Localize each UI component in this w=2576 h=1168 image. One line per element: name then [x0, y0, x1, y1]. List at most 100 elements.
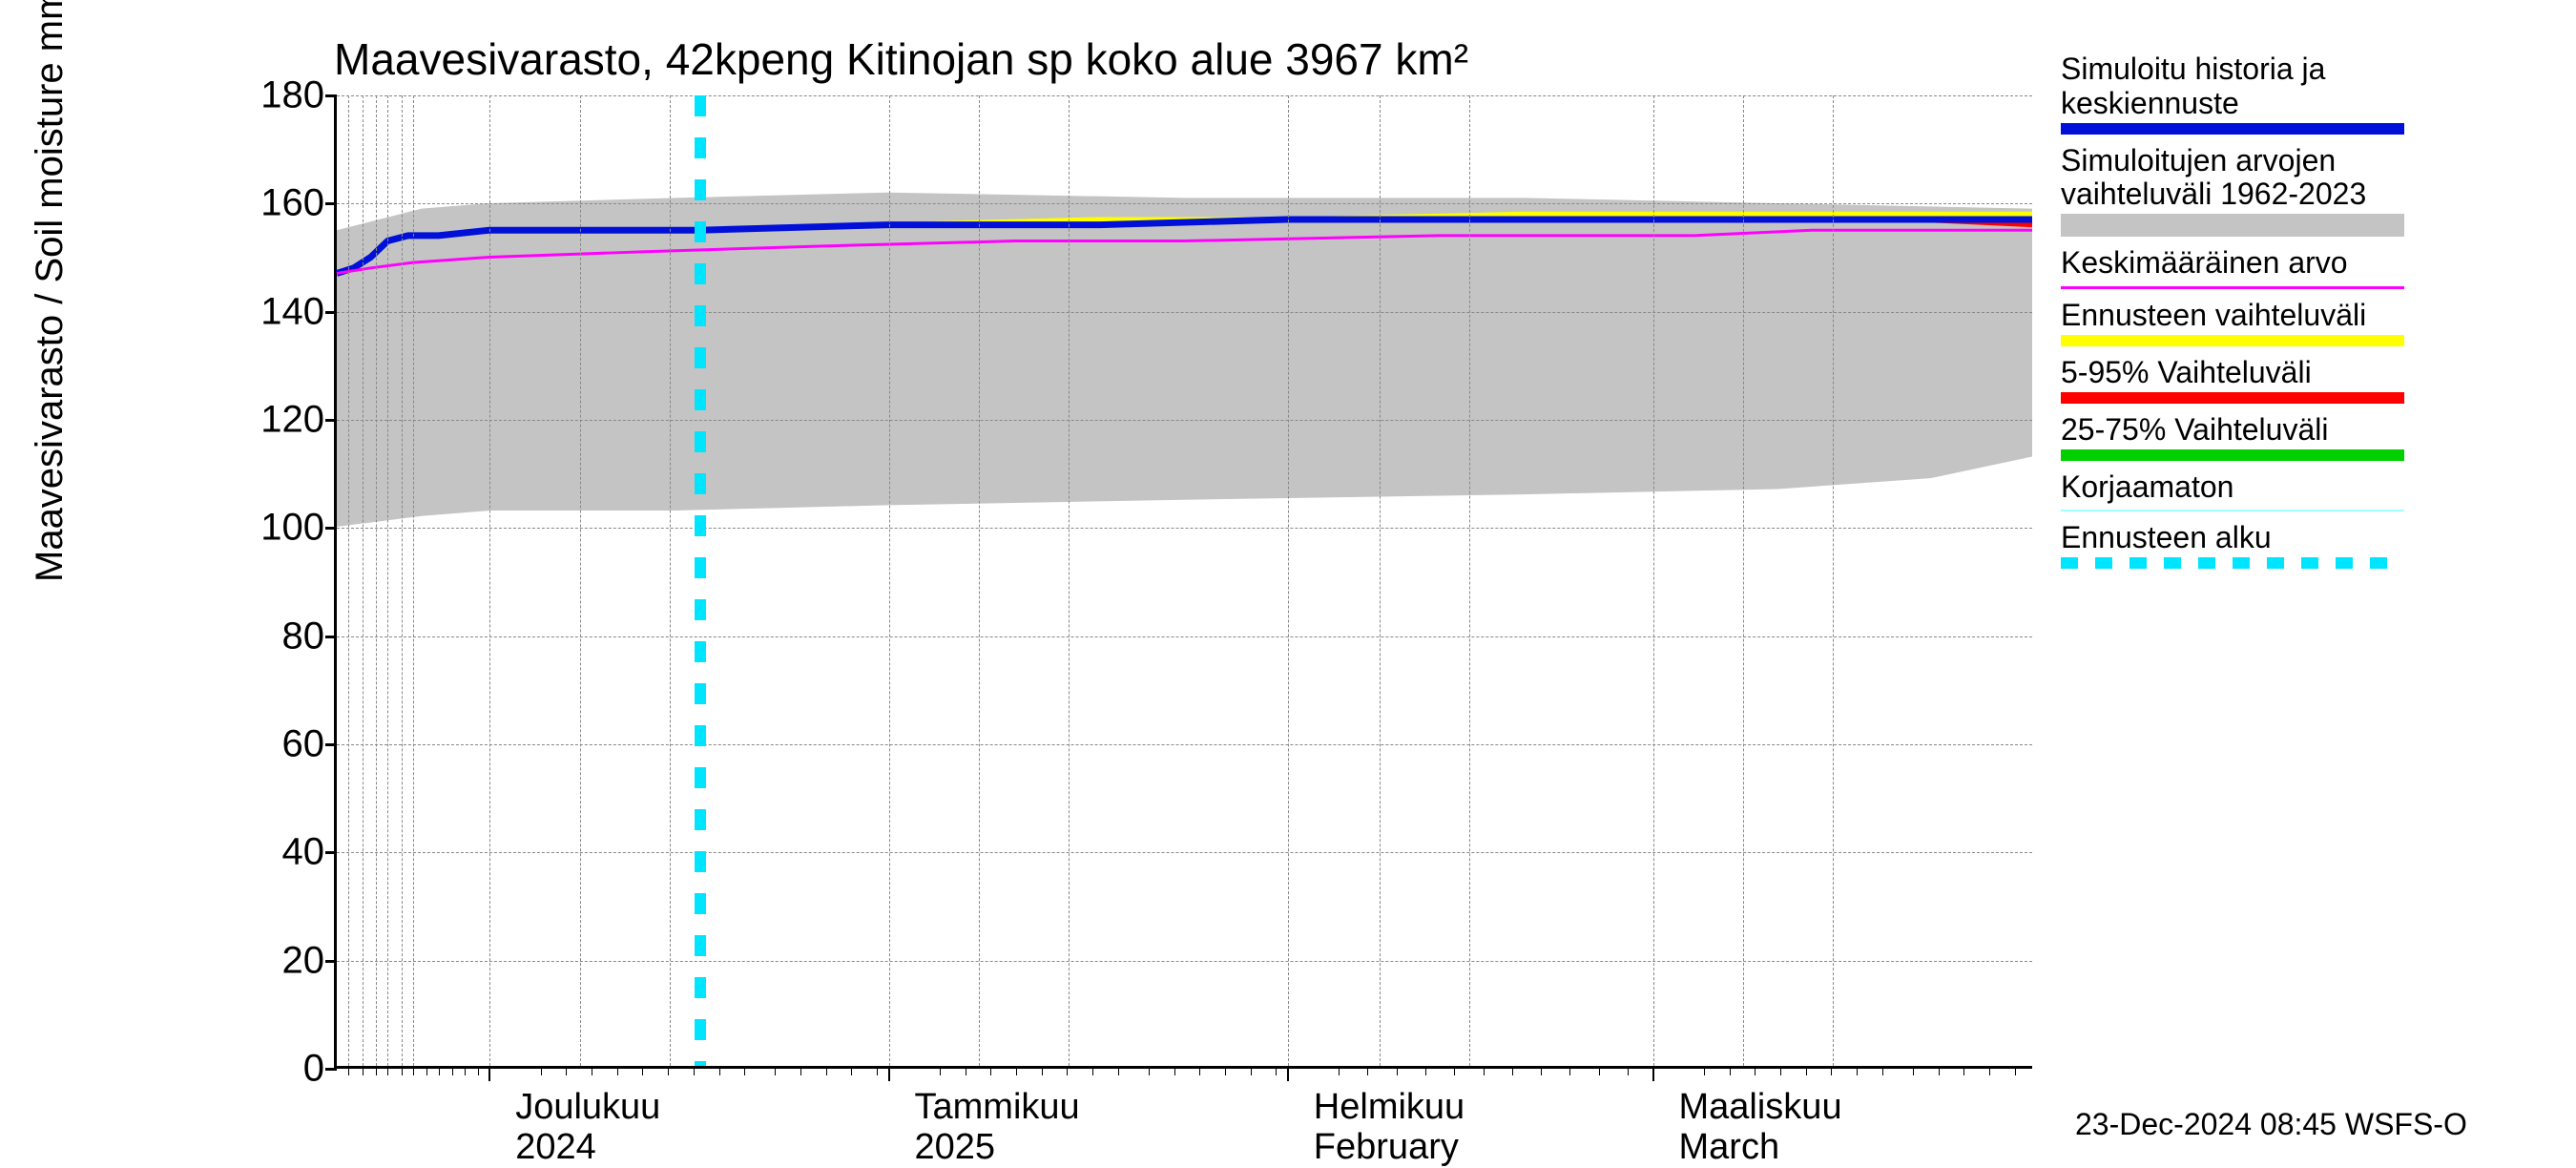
x-tick-minor: [1251, 1066, 1252, 1075]
gridline-vertical: [1288, 95, 1289, 1066]
x-tick-minor: [1016, 1066, 1017, 1075]
legend-swatch: [2061, 510, 2404, 511]
y-tick-label: 40: [282, 831, 325, 874]
legend-swatch: [2061, 392, 2404, 404]
chart-container: Maavesivarasto, 42kpeng Kitinojan sp kok…: [0, 0, 2576, 1145]
legend-item: Keskimääräinen arvo: [2061, 246, 2547, 289]
x-tick-minor: [1092, 1066, 1093, 1075]
legend-label: Simuloitu historia ja: [2061, 52, 2547, 87]
x-tick-minor: [439, 1066, 440, 1075]
x-tick-minor: [413, 1066, 414, 1075]
x-tick-minor: [1512, 1066, 1513, 1075]
x-tick-minor: [1225, 1066, 1226, 1075]
gridline-horizontal: [337, 420, 2032, 421]
x-tick-minor: [465, 1066, 466, 1075]
gridline-horizontal: [337, 961, 2032, 962]
x-tick-minor: [668, 1066, 669, 1075]
y-tick: [325, 636, 337, 638]
gridline-vertical: [402, 95, 403, 1066]
x-tick-minor: [1963, 1066, 1964, 1075]
legend-item: Ennusteen alku: [2061, 521, 2547, 569]
x-tick-minor: [1882, 1066, 1883, 1075]
gridline-vertical: [889, 95, 890, 1066]
x-tick-minor: [1628, 1066, 1629, 1075]
legend-label: Simuloitujen arvojen: [2061, 144, 2547, 178]
legend-item: 5-95% Vaihteluväli: [2061, 356, 2547, 404]
x-tick-minor: [387, 1066, 388, 1075]
x-tick-minor: [1199, 1066, 1200, 1075]
legend-item: Korjaamaton: [2061, 470, 2547, 512]
y-tick-label: 80: [282, 615, 325, 657]
x-tick-minor: [1454, 1066, 1455, 1075]
plot-area: [334, 95, 2032, 1069]
gridline-vertical: [1380, 95, 1381, 1066]
x-tick-minor: [744, 1066, 745, 1075]
y-tick: [325, 202, 337, 205]
legend-item: 25-75% Vaihteluväli: [2061, 413, 2547, 461]
x-tick-minor: [851, 1066, 852, 1075]
gridline-vertical: [1069, 95, 1070, 1066]
legend-label: vaihteluväli 1962-2023: [2061, 177, 2547, 212]
y-tick: [325, 527, 337, 530]
gridline-horizontal: [337, 95, 2032, 96]
legend: Simuloitu historia jakeskiennusteSimuloi…: [2061, 52, 2547, 578]
x-tick-minor: [1806, 1066, 1807, 1075]
y-tick-label: 140: [260, 290, 324, 333]
range-band: [337, 193, 2032, 527]
legend-item: Simuloitujen arvojenvaihteluväli 1962-20…: [2061, 144, 2547, 238]
x-axis-label: Joulukuu2024: [515, 1088, 660, 1168]
x-tick-minor: [990, 1066, 991, 1075]
gridline-vertical: [387, 95, 388, 1066]
x-tick-minor: [826, 1066, 827, 1075]
chart-title: Maavesivarasto, 42kpeng Kitinojan sp kok…: [334, 33, 1468, 85]
y-tick: [325, 419, 337, 422]
x-tick-minor: [775, 1066, 776, 1075]
x-tick-minor: [1042, 1066, 1043, 1075]
legend-item: Simuloitu historia jakeskiennuste: [2061, 52, 2547, 135]
x-tick-minor: [541, 1066, 542, 1075]
gridline-vertical: [979, 95, 980, 1066]
x-tick-minor: [1939, 1066, 1940, 1075]
x-tick-major: [888, 1066, 890, 1081]
forecast-start-line: [695, 95, 706, 1066]
x-tick-minor: [402, 1066, 403, 1075]
x-tick-minor: [1174, 1066, 1175, 1075]
x-tick-minor: [1599, 1066, 1600, 1075]
x-tick-minor: [1913, 1066, 1914, 1075]
x-tick-minor: [1367, 1066, 1368, 1075]
gridline-vertical: [489, 95, 490, 1066]
y-tick: [325, 743, 337, 746]
gridline-vertical: [363, 95, 364, 1066]
y-tick: [325, 851, 337, 854]
legend-swatch: [2061, 335, 2404, 346]
gridline-vertical: [1469, 95, 1470, 1066]
x-tick-minor: [452, 1066, 453, 1075]
x-tick-minor: [1397, 1066, 1398, 1075]
gridline-vertical: [348, 95, 349, 1066]
timestamp-label: 23-Dec-2024 08:45 WSFS-O: [2075, 1107, 2467, 1142]
y-tick-label: 120: [260, 399, 324, 442]
legend-label: Keskimääräinen arvo: [2061, 246, 2547, 281]
legend-label: keskiennuste: [2061, 87, 2547, 121]
x-tick-minor: [694, 1066, 695, 1075]
x-tick-minor: [1989, 1066, 1990, 1075]
x-axis-label: Tammikuu2025: [915, 1088, 1080, 1168]
gridline-horizontal: [337, 312, 2032, 313]
legend-label: Korjaamaton: [2061, 470, 2547, 505]
x-tick-major: [488, 1066, 490, 1081]
y-tick-label: 0: [303, 1048, 324, 1091]
y-tick: [325, 1068, 337, 1071]
y-tick-label: 100: [260, 507, 324, 550]
x-tick-minor: [1831, 1066, 1832, 1075]
y-tick-label: 20: [282, 939, 325, 982]
gridline-vertical: [670, 95, 671, 1066]
x-tick-minor: [1484, 1066, 1485, 1075]
x-tick-minor: [376, 1066, 377, 1075]
legend-label: 5-95% Vaihteluväli: [2061, 356, 2547, 390]
x-tick-minor: [1425, 1066, 1426, 1075]
y-tick: [325, 960, 337, 963]
gridline-horizontal: [337, 636, 2032, 637]
legend-swatch: [2061, 286, 2404, 289]
x-tick-minor: [1339, 1066, 1340, 1075]
gridline-vertical: [1833, 95, 1834, 1066]
